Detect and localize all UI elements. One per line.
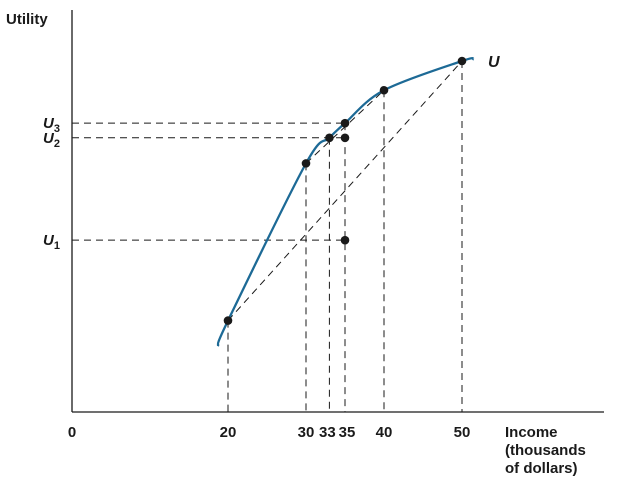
chord-line <box>227 60 463 321</box>
x-tick-label: 30 <box>298 424 315 441</box>
y-tick-label-u1: U1 <box>43 232 60 252</box>
origin-label: 0 <box>68 424 76 441</box>
data-point <box>223 316 233 325</box>
x-tick-label: 35 <box>339 424 356 441</box>
y-tick-label-u2: U2 <box>43 130 60 150</box>
data-point <box>340 133 350 143</box>
x-tick-labels: 20 30 33 35 40 50 <box>220 424 471 441</box>
x-axis-label-line-3: of dollars) <box>505 460 578 477</box>
x-tick-label: 50 <box>454 424 471 441</box>
x-axis-label-line-2: (thousands <box>505 442 586 459</box>
utility-curve <box>216 57 475 347</box>
curve-label: U <box>488 54 500 71</box>
data-point <box>301 159 311 168</box>
data-point <box>340 235 350 245</box>
x-axis-label-line-1: Income <box>505 424 558 441</box>
data-point <box>325 133 334 143</box>
x-tick-label: 33 <box>319 424 336 441</box>
data-points <box>223 56 467 325</box>
data-point <box>457 56 467 66</box>
x-tick-label: 20 <box>220 424 237 441</box>
y-axis-label: Utility <box>6 11 48 28</box>
data-point <box>340 118 350 128</box>
data-point <box>379 85 389 95</box>
x-tick-label: 40 <box>376 424 393 441</box>
y-tick-label-u3: U3 <box>43 115 60 135</box>
guide-lines <box>72 61 463 412</box>
